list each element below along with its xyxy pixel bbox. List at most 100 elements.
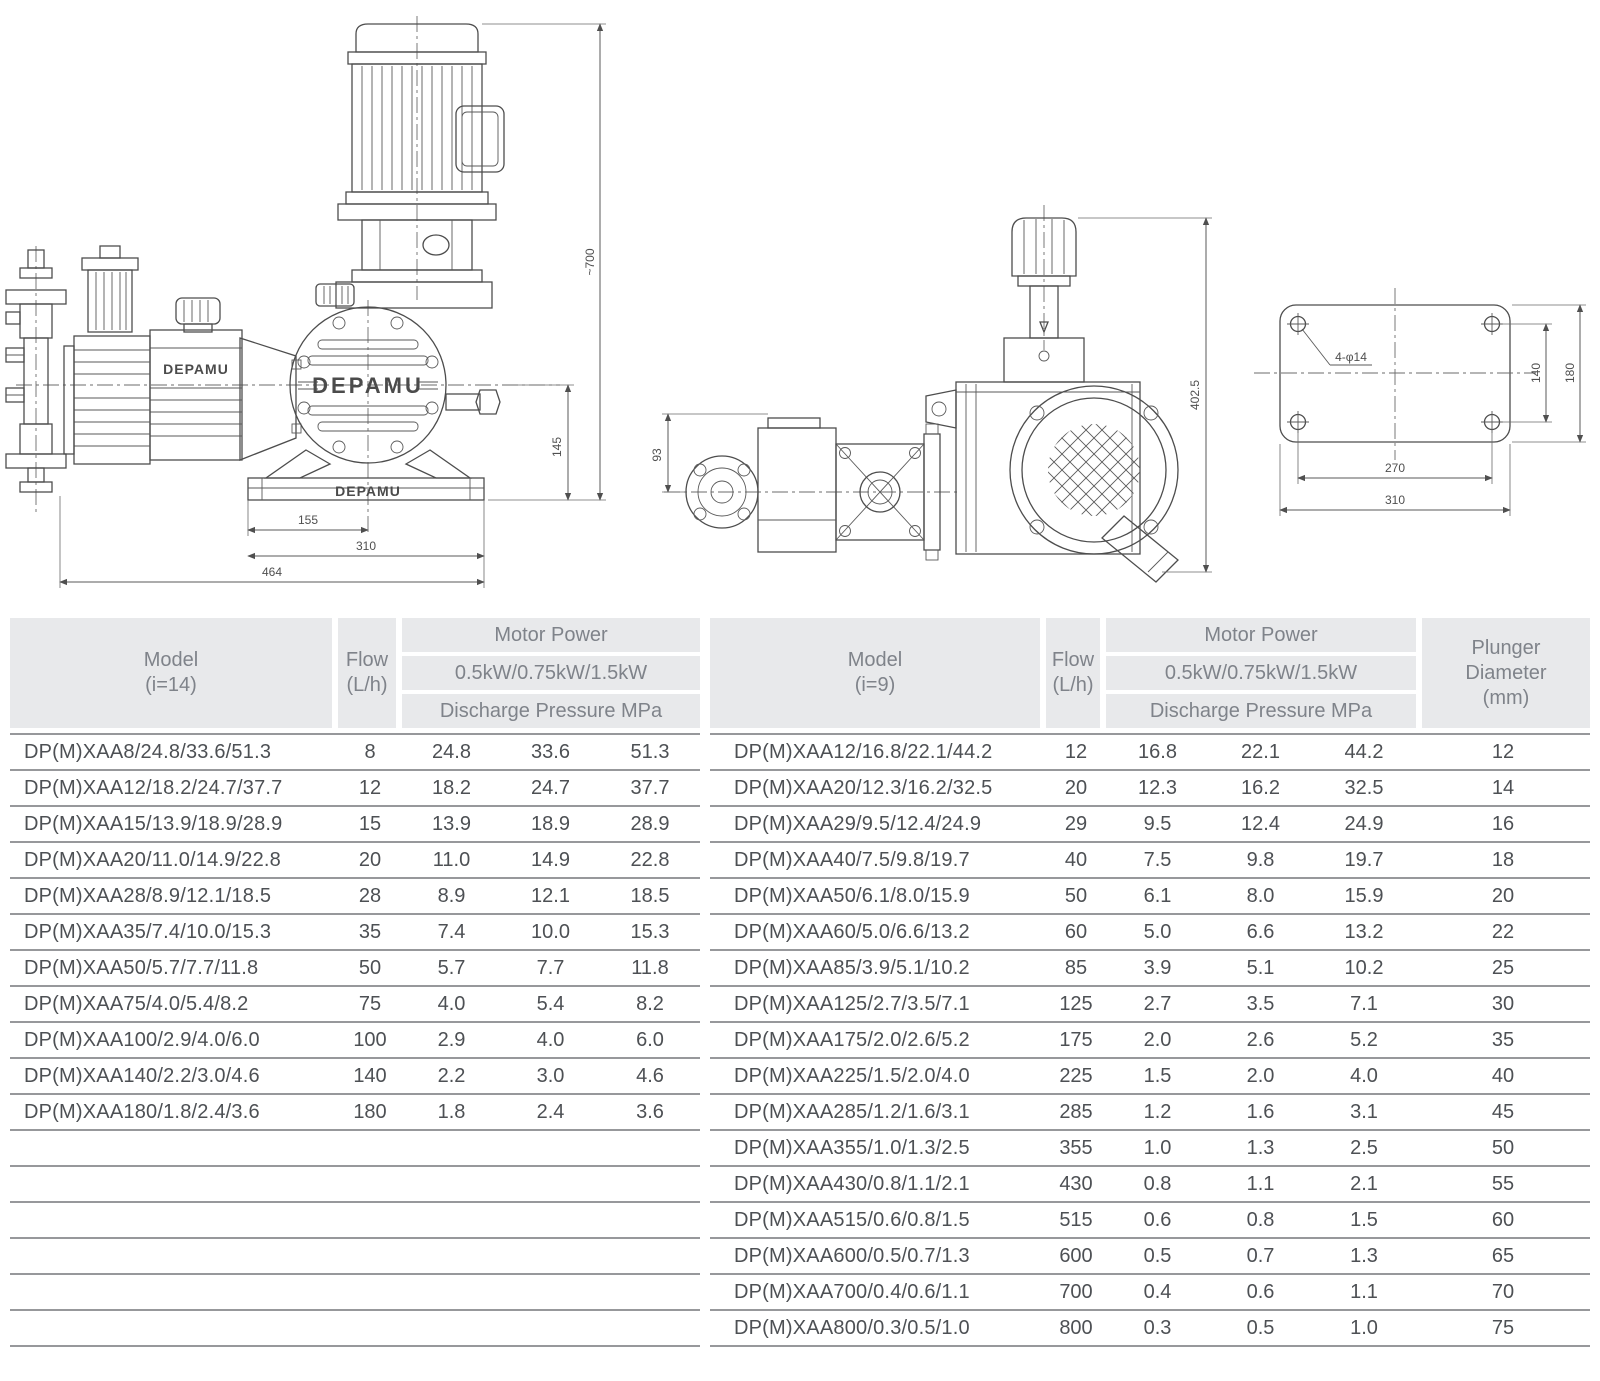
cell-p2: 5.1 <box>1246 956 1275 979</box>
cell-p3: 11.8 <box>631 956 669 979</box>
cell-flow: 100 <box>353 1028 387 1051</box>
cell-model: DP(M)XAA20/11.0/14.9/22.8 <box>24 848 281 871</box>
cell-flow: 285 <box>1059 1100 1093 1123</box>
table-row: DP(M)XAA8/24.8/33.6/51.3 8 24.8 33.6 51.3 <box>10 734 700 770</box>
cell-p3 <box>600 1130 700 1166</box>
cell-flow: 8 <box>364 740 376 763</box>
cell-p3: 8.2 <box>636 992 664 1015</box>
cell-p2 <box>501 1166 600 1202</box>
cell-d: 60 <box>1491 1208 1515 1231</box>
cell-p2: 2.0 <box>1246 1064 1275 1087</box>
cell-p2: 10.0 <box>531 920 570 943</box>
cell-p2: 8.0 <box>1246 884 1275 907</box>
cell-p3: 6.0 <box>636 1028 664 1051</box>
table-row: DP(M)XAA75/4.0/5.4/8.2 75 4.0 5.4 8.2 <box>10 986 700 1022</box>
table-row: DP(M)XAA355/1.0/1.3/2.5 355 1.0 1.3 2.5 50 <box>710 1130 1590 1166</box>
cell-d: 22 <box>1491 920 1515 943</box>
cell-d: 45 <box>1491 1100 1515 1123</box>
cell-model: DP(M)XAA515/0.6/0.8/1.5 <box>734 1208 970 1231</box>
cell-flow: 175 <box>1059 1028 1093 1051</box>
front-view-drawing: DEPAMU DEPAMU DEPAMU <box>5 16 606 588</box>
header-model-title: Model <box>143 649 199 671</box>
cell-flow: 600 <box>1059 1244 1093 1267</box>
cell-p2: 1.1 <box>1246 1172 1275 1195</box>
cell-d: 55 <box>1491 1172 1515 1195</box>
cell-p3: 1.5 <box>1350 1208 1378 1231</box>
cell-p3: 1.0 <box>1350 1316 1378 1339</box>
cell-p3 <box>600 1202 700 1238</box>
cell-p3 <box>600 1310 700 1346</box>
header-flow-sub: (L/h) <box>346 674 388 696</box>
cell-p1: 5.7 <box>437 956 466 979</box>
table-row: DP(M)XAA35/7.4/10.0/15.3 35 7.4 10.0 15.3 <box>10 914 700 950</box>
table-row: DP(M)XAA40/7.5/9.8/19.7 40 7.5 9.8 19.7 18 <box>710 842 1590 878</box>
cell-p1: 16.8 <box>1138 740 1177 763</box>
table-row: DP(M)XAA175/2.0/2.6/5.2 175 2.0 2.6 5.2 35 <box>710 1022 1590 1058</box>
spec-body-i14: DP(M)XAA8/24.8/33.6/51.3 8 24.8 33.6 51.3 DP(… <box>10 733 700 1347</box>
base-plate-drawing: 4-φ14 140 180 270 310 <box>1254 288 1586 516</box>
brand-logo-base: DEPAMU <box>335 483 401 499</box>
table-row: DP(M)XAA125/2.7/3.5/7.1 125 2.7 3.5 7.1 30 <box>710 986 1590 1022</box>
table-row: DP(M)XAA50/6.1/8.0/15.9 50 6.1 8.0 15.9 20 <box>710 878 1590 914</box>
cell-flow: 355 <box>1059 1136 1093 1159</box>
cell-model: DP(M)XAA430/0.8/1.1/2.1 <box>734 1172 970 1195</box>
table-row: DP(M)XAA15/13.9/18.9/28.9 15 13.9 18.9 28.9 <box>10 806 700 842</box>
dim-front-overall-width: 464 <box>262 565 282 579</box>
cell-d: 35 <box>1491 1028 1515 1051</box>
header-plunger-title: Plunger Diameter <box>1465 636 1547 684</box>
cell-p2 <box>501 1310 600 1346</box>
cell-flow: 700 <box>1059 1280 1093 1303</box>
cell-p3: 37.7 <box>630 776 670 799</box>
table-row: DP(M)XAA180/1.8/2.4/3.6 180 1.8 2.4 3.6 <box>10 1094 700 1130</box>
cell-model: DP(M)XAA20/12.3/16.2/32.5 <box>734 776 993 799</box>
cell-p2: 14.9 <box>531 848 570 871</box>
cell-model: DP(M)XAA15/13.9/18.9/28.9 <box>24 812 283 835</box>
header-model-i9: Model (i=9) <box>710 618 1040 728</box>
spec-table-i14: Model (i=14) Flow (L/h) Motor Power 0.5k… <box>10 618 700 1347</box>
cell-p3 <box>600 1238 700 1274</box>
header-motor-power: Motor Power <box>402 618 700 652</box>
cell-p1: 5.0 <box>1143 920 1172 943</box>
cell-flow: 20 <box>1064 776 1088 799</box>
header-power-ratings: 0.5kW/0.75kW/1.5kW <box>1106 656 1416 690</box>
table-row: DP(M)XAA430/0.8/1.1/2.1 430 0.8 1.1 2.1 55 <box>710 1166 1590 1202</box>
cell-p3: 19.7 <box>1344 848 1384 871</box>
header-plunger-sub: (mm) <box>1482 686 1530 709</box>
dim-plate-depth: 180 <box>1563 363 1577 383</box>
cell-d: 40 <box>1491 1064 1515 1087</box>
cell-p1: 0.3 <box>1143 1316 1172 1339</box>
dim-plate-width: 310 <box>1385 493 1405 507</box>
cell-p3: 22.8 <box>630 848 670 871</box>
cell-flow: 29 <box>1064 812 1088 835</box>
cell-flow <box>338 1166 402 1202</box>
cell-p2: 18.9 <box>531 812 570 835</box>
cell-model: DP(M)XAA125/2.7/3.5/7.1 <box>734 992 970 1015</box>
cell-p3: 3.1 <box>1350 1100 1378 1123</box>
spec-tables: Model (i=14) Flow (L/h) Motor Power 0.5k… <box>10 618 1590 1347</box>
cell-p2: 0.5 <box>1246 1316 1275 1339</box>
dim-front-center-height: 145 <box>550 437 564 457</box>
cell-flow: 35 <box>358 920 382 943</box>
cell-p1: 1.2 <box>1143 1100 1172 1123</box>
table-row: DP(M)XAA225/1.5/2.0/4.0 225 1.5 2.0 4.0 40 <box>710 1058 1590 1094</box>
cell-model: DP(M)XAA29/9.5/12.4/24.9 <box>734 812 982 835</box>
table-row: DP(M)XAA600/0.5/0.7/1.3 600 0.5 0.7 1.3 65 <box>710 1238 1590 1274</box>
table-row: DP(M)XAA85/3.9/5.1/10.2 85 3.9 5.1 10.2 25 <box>710 950 1590 986</box>
dim-front-overall-height: ~700 <box>583 248 597 275</box>
cell-model <box>10 1130 338 1166</box>
cell-p1: 12.3 <box>1138 776 1177 799</box>
cell-p2: 3.5 <box>1246 992 1275 1015</box>
cell-p1: 0.6 <box>1143 1208 1172 1231</box>
cell-d: 70 <box>1491 1280 1515 1303</box>
table-row <box>10 1310 700 1346</box>
table-row: DP(M)XAA28/8.9/12.1/18.5 28 8.9 12.1 18.5 <box>10 878 700 914</box>
cell-flow: 20 <box>358 848 382 871</box>
cell-model: DP(M)XAA700/0.4/0.6/1.1 <box>734 1280 970 1303</box>
cell-p1 <box>402 1238 501 1274</box>
header-motor-power: Motor Power <box>1106 618 1416 652</box>
cell-flow: 180 <box>353 1100 387 1123</box>
pump-drawings-svg: DEPAMU DEPAMU DEPAMU <box>5 16 1586 588</box>
cell-flow: 12 <box>358 776 382 799</box>
header-flow-title: Flow <box>345 649 389 671</box>
cell-p2: 2.6 <box>1246 1028 1275 1051</box>
